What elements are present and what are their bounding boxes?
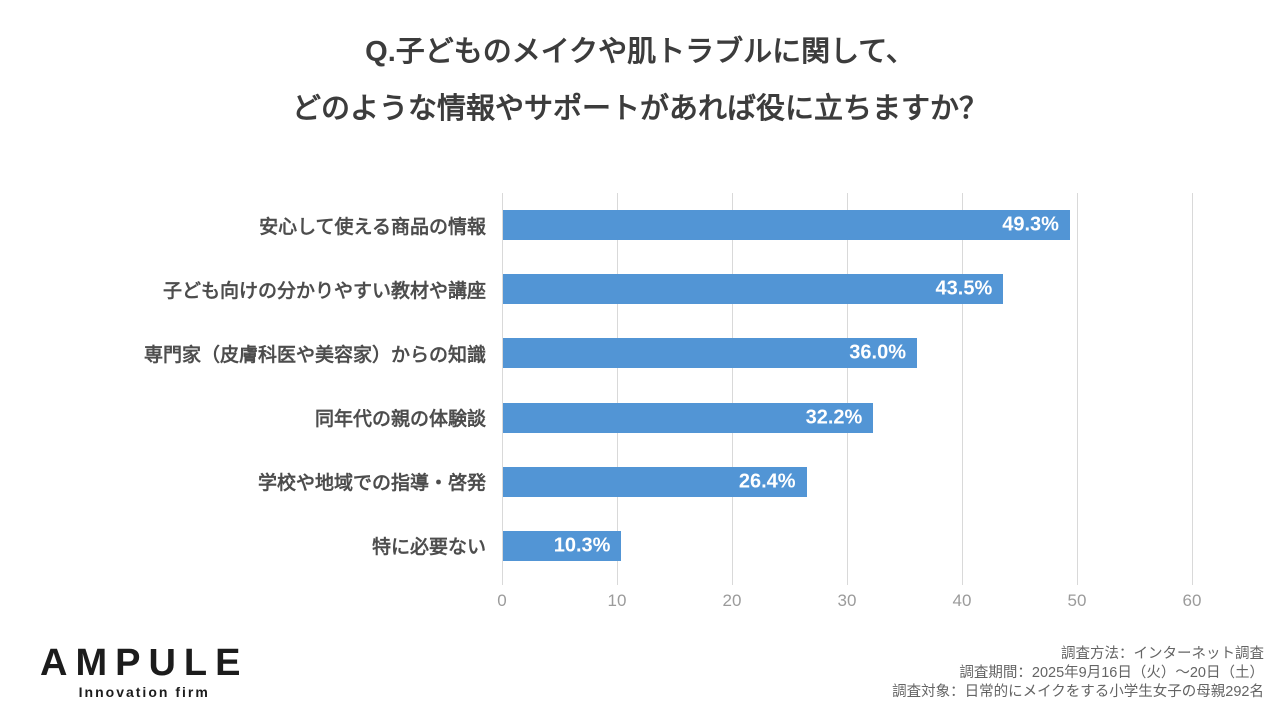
bar-value-label: 26.4% bbox=[738, 470, 796, 493]
x-axis-tick-label: 0 bbox=[497, 591, 507, 610]
chart-title-line1: Q.子どものメイクや肌トラブルに関して、 bbox=[365, 36, 915, 68]
gridline bbox=[847, 193, 848, 585]
survey-notes: 調査方法：インターネット調査 調査期間：2025年9月16日（火）〜20日（土）… bbox=[892, 645, 1264, 702]
gridline bbox=[502, 193, 503, 585]
x-axis-tick-label: 10 bbox=[607, 591, 627, 610]
gridline bbox=[1192, 193, 1193, 585]
gridline bbox=[962, 193, 963, 585]
category-label: 同年代の親の体験談 bbox=[314, 409, 486, 431]
bar: 10.3% bbox=[503, 530, 622, 561]
category-label: 特に必要ない bbox=[371, 537, 486, 559]
x-axis-tick-label: 60 bbox=[1182, 591, 1202, 610]
bar-value-label: 32.2% bbox=[805, 406, 863, 429]
bar-value-label: 49.3% bbox=[1002, 213, 1059, 236]
x-axis-tick-label: 40 bbox=[952, 591, 972, 610]
chart-title-line2: どのような情報やサポートがあれば役に立ちますか？ bbox=[291, 93, 988, 125]
chart-title: Q.子どものメイクや肌トラブルに関して、 どのような情報やサポートがあれば役に立… bbox=[0, 24, 1280, 138]
ampule-logo: AMPULE Innovation firm bbox=[40, 643, 248, 700]
survey-method: 調査方法：インターネット調査 bbox=[1061, 646, 1264, 662]
x-axis-tick-label: 20 bbox=[722, 591, 742, 610]
bar: 43.5% bbox=[503, 274, 1004, 305]
category-label: 学校や地域での指導・啓発 bbox=[257, 473, 486, 495]
category-label: 専門家（皮膚科医や美容家）からの知識 bbox=[143, 344, 486, 366]
survey-period: 調査期間：2025年9月16日（火）〜20日（土） bbox=[959, 665, 1264, 681]
ampule-logo-tagline: Innovation firm bbox=[78, 684, 210, 700]
x-axis-tick-label: 50 bbox=[1067, 591, 1087, 610]
bar: 49.3% bbox=[503, 210, 1070, 241]
bar: 36.0% bbox=[503, 338, 917, 369]
bar-value-label: 10.3% bbox=[553, 534, 611, 557]
bar-value-label: 43.5% bbox=[935, 277, 993, 300]
bar: 32.2% bbox=[503, 402, 874, 433]
ampule-logo-text: AMPULE bbox=[40, 642, 249, 684]
category-label: 安心して使える商品の情報 bbox=[259, 216, 486, 238]
category-axis: 安心して使える商品の情報子ども向けの分かりやすい教材や講座専門家（皮膚科医や美容… bbox=[14, 193, 486, 578]
x-axis-tick-label: 30 bbox=[837, 591, 857, 610]
gridline bbox=[1077, 193, 1078, 585]
gridline bbox=[732, 193, 733, 585]
bar-chart-plot-area: 0 10 20 30 40 50 60 49.3% 43.5% 36.0% 32.2% 26.4% 10… bbox=[497, 193, 1201, 610]
category-label: 子ども向けの分かりやすい教材や講座 bbox=[162, 280, 486, 302]
bar: 26.4% bbox=[503, 466, 807, 497]
gridline bbox=[617, 193, 618, 585]
bar-value-label: 36.0% bbox=[849, 341, 906, 364]
survey-target: 調査対象：日常的にメイクをする小学生女子の母親292名 bbox=[892, 684, 1264, 700]
